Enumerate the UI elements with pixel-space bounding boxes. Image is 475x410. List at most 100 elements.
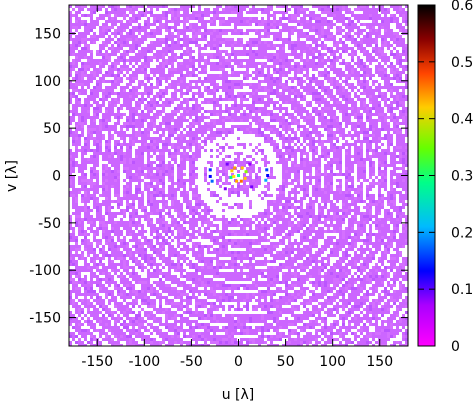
heat-cell xyxy=(231,131,234,134)
heat-cell xyxy=(102,128,105,131)
heat-cell xyxy=(270,56,273,59)
heat-cell xyxy=(387,32,390,35)
heat-cell xyxy=(93,188,96,191)
heat-cell xyxy=(336,71,339,74)
heat-cell xyxy=(309,77,312,80)
heat-cell xyxy=(384,182,387,185)
heat-cell xyxy=(213,77,216,80)
heat-cell xyxy=(309,140,312,143)
heat-cell xyxy=(345,143,348,146)
heat-cell xyxy=(144,50,147,53)
heat-cell xyxy=(189,134,192,137)
heat-cell xyxy=(330,140,333,143)
heat-cell xyxy=(303,134,306,137)
heat-cell xyxy=(111,5,114,8)
heat-cell xyxy=(105,8,108,11)
heat-cell xyxy=(69,38,72,41)
heat-cell xyxy=(231,167,234,170)
heat-cell xyxy=(300,29,303,32)
heat-cell xyxy=(360,92,363,95)
heat-cell xyxy=(150,140,153,143)
heat-cell xyxy=(336,83,339,86)
heat-cell xyxy=(141,134,144,137)
heat-cell xyxy=(195,131,198,134)
heat-cell xyxy=(234,17,237,20)
heat-cell xyxy=(234,56,237,59)
heat-cell xyxy=(204,89,207,92)
heat-cell xyxy=(402,179,405,182)
heat-cell xyxy=(126,38,129,41)
heat-cell xyxy=(405,182,408,185)
heat-cell xyxy=(135,89,138,92)
heat-cell xyxy=(294,104,297,107)
heat-cell xyxy=(108,185,111,188)
heat-cell xyxy=(363,47,366,50)
heat-cell xyxy=(273,140,276,143)
heat-cell xyxy=(288,116,291,119)
heat-cell xyxy=(90,38,93,41)
heat-cell xyxy=(138,44,141,47)
heat-cell xyxy=(348,98,351,101)
heat-cell xyxy=(150,104,153,107)
heat-cell xyxy=(333,161,336,164)
heat-cell xyxy=(330,146,333,149)
heat-cell xyxy=(78,137,81,140)
heat-cell xyxy=(372,131,375,134)
heat-cell xyxy=(375,137,378,140)
heat-cell xyxy=(237,23,240,26)
heat-cell xyxy=(342,20,345,23)
heat-cell xyxy=(231,119,234,122)
heat-cell xyxy=(177,149,180,152)
heat-cell xyxy=(189,83,192,86)
heat-cell xyxy=(102,89,105,92)
heat-cell xyxy=(378,170,381,173)
heat-cell xyxy=(246,113,249,116)
heat-cell xyxy=(273,71,276,74)
heat-cell xyxy=(210,161,213,164)
heat-cell xyxy=(390,83,393,86)
heat-cell xyxy=(174,161,177,164)
heat-cell xyxy=(393,38,396,41)
heat-cell xyxy=(186,62,189,65)
heat-cell xyxy=(162,77,165,80)
heat-cell xyxy=(399,29,402,32)
heat-cell xyxy=(81,14,84,17)
heat-cell xyxy=(399,56,402,59)
heat-cell xyxy=(321,8,324,11)
heat-cell xyxy=(198,110,201,113)
heat-cell xyxy=(174,53,177,56)
heat-cell xyxy=(96,62,99,65)
heat-cell xyxy=(270,14,273,17)
heat-cell xyxy=(324,20,327,23)
heat-cell xyxy=(384,41,387,44)
heat-cell xyxy=(222,59,225,62)
heat-cell xyxy=(267,185,270,188)
heat-cell xyxy=(354,107,357,110)
heat-cell xyxy=(321,17,324,20)
heat-cell xyxy=(288,125,291,128)
heat-cell xyxy=(180,89,183,92)
heat-cell xyxy=(144,116,147,119)
heat-cell xyxy=(285,86,288,89)
heat-cell xyxy=(168,143,171,146)
heat-cell xyxy=(177,44,180,47)
heat-cell xyxy=(351,134,354,137)
heat-cell xyxy=(366,59,369,62)
heat-cell xyxy=(246,92,249,95)
heat-cell xyxy=(168,59,171,62)
heat-cell xyxy=(87,86,90,89)
heat-cell xyxy=(129,173,132,176)
heat-cell xyxy=(234,113,237,116)
heat-cell xyxy=(318,125,321,128)
heat-cell xyxy=(96,152,99,155)
heat-cell xyxy=(99,62,102,65)
heat-cell xyxy=(81,125,84,128)
heat-cell xyxy=(198,122,201,125)
heat-cell xyxy=(330,128,333,131)
heat-cell xyxy=(132,161,135,164)
heat-cell xyxy=(186,83,189,86)
heat-cell xyxy=(399,92,402,95)
heat-cell xyxy=(180,146,183,149)
heat-cell xyxy=(327,65,330,68)
heat-cell xyxy=(279,77,282,80)
